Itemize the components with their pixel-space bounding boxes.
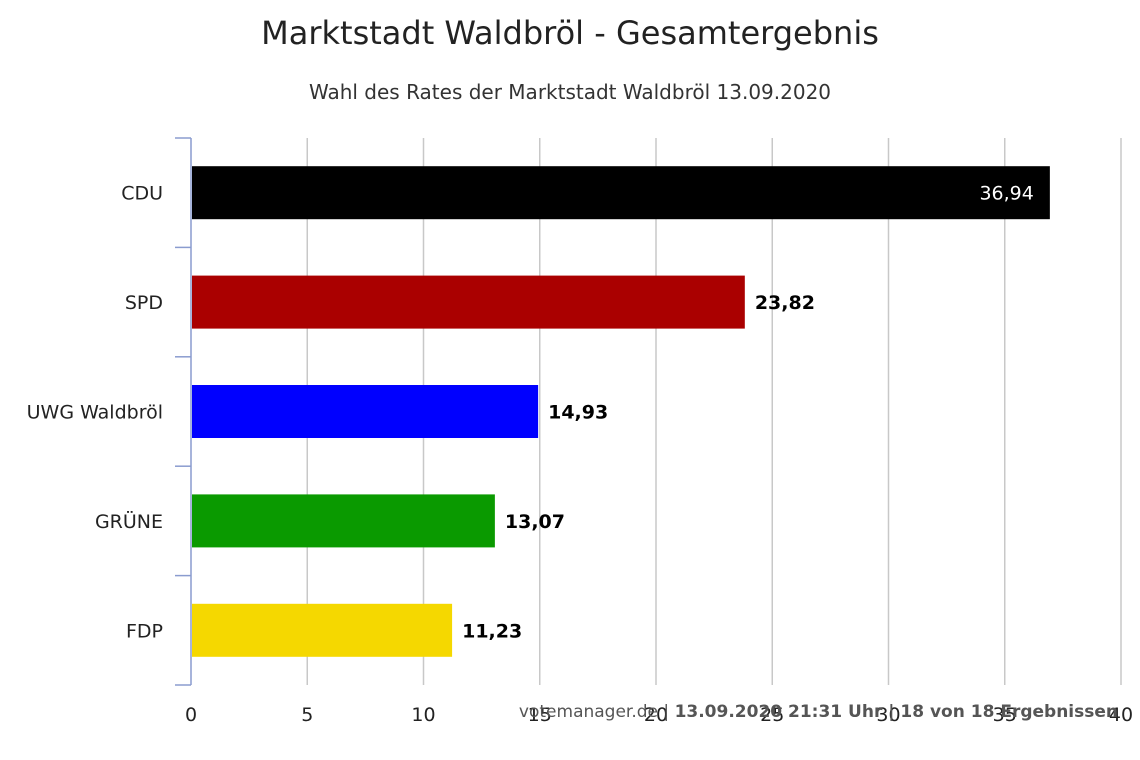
- category-label: FDP: [126, 620, 163, 642]
- bar-uwg-waldbr-l: [192, 385, 539, 438]
- bar-cdu: [192, 166, 1050, 220]
- bar-fdp: [192, 603, 453, 657]
- x-tick-label: 20: [644, 704, 668, 726]
- chart-title: Marktstadt Waldbröl - Gesamtergebnis: [261, 14, 879, 52]
- data-label: 36,94: [979, 183, 1033, 205]
- x-tick-label: 5: [301, 704, 313, 726]
- credits-source[interactable]: votemanager.de: [518, 702, 659, 722]
- credits-separator: |: [658, 702, 675, 722]
- category-label: SPD: [125, 292, 163, 314]
- chart-subtitle: Wahl des Rates der Marktstadt Waldbröl 1…: [308, 80, 832, 104]
- category-label: UWG Waldbröl: [27, 402, 163, 424]
- x-tick-label: 30: [876, 704, 900, 726]
- category-label: CDU: [121, 183, 163, 205]
- bar-gr-ne: [192, 494, 495, 548]
- data-label: 11,23: [462, 620, 522, 642]
- data-label: 13,07: [505, 511, 565, 533]
- data-label: 23,82: [755, 292, 815, 314]
- x-tick-label: 25: [760, 704, 784, 726]
- credits[interactable]: votemanager.de | 13.09.2020 21:31 Uhr | …: [519, 702, 1118, 722]
- bar-spd: [192, 275, 745, 329]
- x-tick-label: 0: [185, 704, 197, 726]
- x-tick-label: 40: [1109, 704, 1133, 726]
- data-label: 14,93: [548, 402, 608, 424]
- x-tick-label: 10: [411, 704, 435, 726]
- x-tick-label: 35: [993, 704, 1017, 726]
- x-tick-label: 15: [528, 704, 552, 726]
- category-label: GRÜNE: [95, 510, 163, 533]
- credits-status: 13.09.2020 21:31 Uhr | 18 von 18 Ergebni…: [674, 702, 1118, 722]
